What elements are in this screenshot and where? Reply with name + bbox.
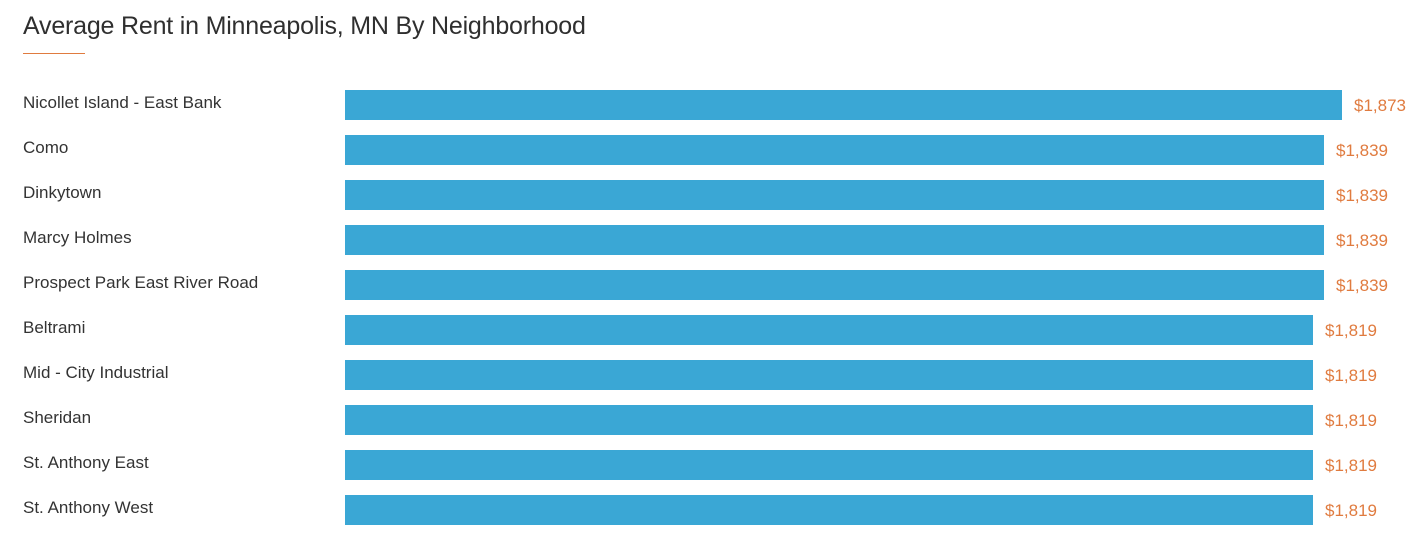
category-label: Prospect Park East River Road bbox=[23, 273, 258, 292]
value-label: $1,819 bbox=[1325, 366, 1377, 385]
bar bbox=[345, 180, 1324, 210]
value-label: $1,819 bbox=[1325, 321, 1377, 340]
value-label: $1,819 bbox=[1325, 456, 1377, 475]
category-label: Mid - City Industrial bbox=[23, 363, 168, 382]
category-label: Como bbox=[23, 138, 68, 157]
bar bbox=[345, 135, 1324, 165]
bar bbox=[345, 405, 1313, 435]
title-underline bbox=[23, 53, 85, 54]
category-label: St. Anthony West bbox=[23, 498, 153, 517]
bar bbox=[345, 495, 1313, 525]
value-label: $1,839 bbox=[1336, 186, 1388, 205]
bar bbox=[345, 315, 1313, 345]
bar bbox=[345, 90, 1342, 120]
value-label: $1,819 bbox=[1325, 501, 1377, 520]
value-label: $1,839 bbox=[1336, 231, 1388, 250]
bar bbox=[345, 360, 1313, 390]
category-label: Nicollet Island - East Bank bbox=[23, 93, 222, 112]
category-label: Beltrami bbox=[23, 318, 85, 337]
bar bbox=[345, 450, 1313, 480]
category-label: St. Anthony East bbox=[23, 453, 149, 472]
bar bbox=[345, 270, 1324, 300]
value-label: $1,839 bbox=[1336, 276, 1388, 295]
bar bbox=[345, 225, 1324, 255]
category-label: Sheridan bbox=[23, 408, 91, 427]
category-label: Marcy Holmes bbox=[23, 228, 132, 247]
chart-title: Average Rent in Minneapolis, MN By Neigh… bbox=[23, 12, 586, 40]
value-label: $1,819 bbox=[1325, 411, 1377, 430]
value-label: $1,873 bbox=[1354, 96, 1406, 115]
value-label: $1,839 bbox=[1336, 141, 1388, 160]
category-label: Dinkytown bbox=[23, 183, 101, 202]
